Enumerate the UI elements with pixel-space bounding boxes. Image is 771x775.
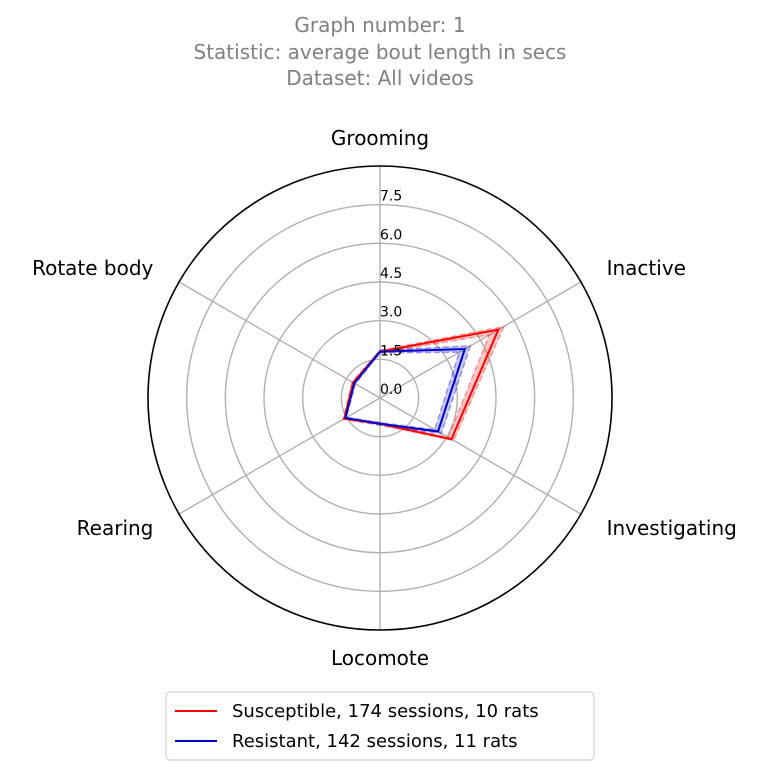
spoke-inactive <box>379 281 582 399</box>
category-label-rearing: Rearing <box>77 516 154 540</box>
spoke-investigating <box>379 397 582 515</box>
legend-box <box>165 691 595 761</box>
category-label-investigating: Investigating <box>607 516 737 540</box>
tick-label-4-5: 4.5 <box>380 266 402 282</box>
outer-frame <box>147 165 613 631</box>
band-edge-resistant-low <box>345 351 461 431</box>
spoke-rearing <box>178 397 381 515</box>
title-line-1: Graph number: 1 <box>294 13 465 37</box>
category-label-inactive: Inactive <box>607 256 686 280</box>
category-label-locomote: Locomote <box>331 646 429 670</box>
title-line-2: Statistic: average bout length in secs <box>194 40 567 64</box>
category-label-rotate-body: Rotate body <box>32 256 153 280</box>
legend-label-resistant: Resistant, 142 sessions, 11 rats <box>232 731 518 752</box>
radar-grid <box>147 165 613 631</box>
tick-label-0-0: 0.0 <box>380 382 402 398</box>
chart-title: Graph number: 1 Statistic: average bout l… <box>194 13 567 90</box>
series-lines <box>343 328 500 441</box>
radial-tick-labels: 0.0 1.5 3.0 4.5 6.0 7.5 <box>380 189 402 398</box>
tick-label-7-5: 7.5 <box>380 189 402 205</box>
legend-label-susceptible: Susceptible, 174 sessions, 10 rats <box>232 701 539 722</box>
tick-label-6-0: 6.0 <box>380 227 402 243</box>
title-line-3: Dataset: All videos <box>286 66 474 90</box>
legend: Susceptible, 174 sessions, 10 rats Resist… <box>165 691 595 761</box>
band-edge-susceptible-high <box>342 325 506 442</box>
category-labels: Grooming Inactive Investigating Locomote Rea… <box>32 126 737 670</box>
spoke-rotate-body <box>178 281 381 399</box>
tick-label-3-0: 3.0 <box>380 305 402 321</box>
tick-label-1-5: 1.5 <box>380 343 402 359</box>
series-line-resistant <box>344 347 467 433</box>
category-label-grooming: Grooming <box>331 126 429 150</box>
